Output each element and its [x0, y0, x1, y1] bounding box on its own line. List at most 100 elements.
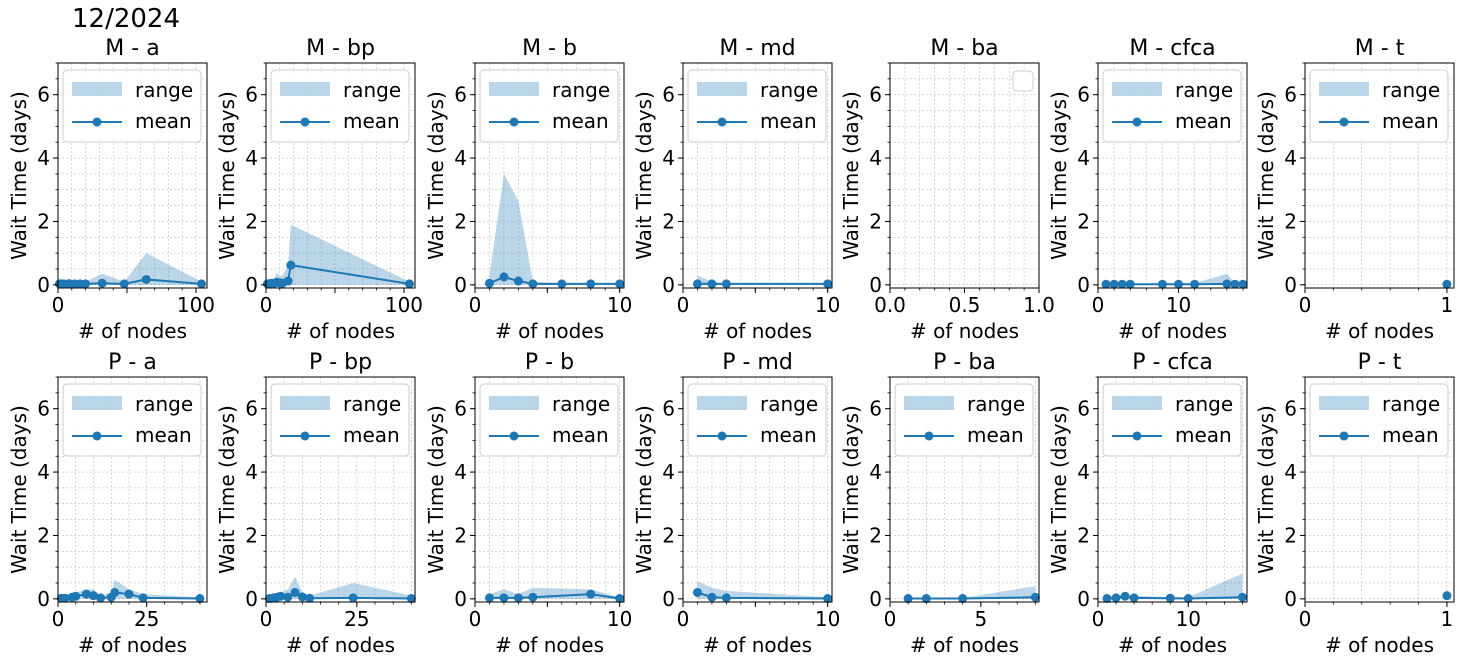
y-tick-label: 4	[37, 146, 50, 170]
subplot-3: 0 10 0 2 4 6 M - b # of nodes Wait Time (days) ra…	[424, 36, 632, 343]
x-axis-label: # of nodes	[1325, 633, 1434, 657]
mean-point	[305, 593, 315, 603]
mean-point	[528, 279, 538, 289]
range-area	[1107, 573, 1243, 599]
subplot-title: M - ba	[930, 36, 998, 61]
y-tick-label: 6	[37, 83, 50, 107]
x-tick-label: 5	[974, 607, 987, 631]
x-tick-label: 10	[815, 293, 840, 317]
axes-frame	[1097, 62, 1248, 289]
mean-point	[406, 594, 416, 604]
legend-range-label: range	[135, 392, 193, 416]
y-axis-label: Wait Time (days)	[215, 91, 239, 260]
y-axis-label: Wait Time (days)	[632, 91, 656, 260]
subplot-title: M - a	[105, 36, 159, 61]
mean-point	[721, 279, 731, 289]
axes-frame	[1304, 376, 1455, 603]
subplot-6: 0 10 0 2 4 6 M - cfca # of nodes Wait Time (days…	[1047, 36, 1248, 343]
subplot-title: P - bp	[309, 350, 372, 375]
y-tick-label: 0	[1077, 273, 1090, 297]
range-area	[267, 224, 410, 285]
mean-point	[1125, 279, 1135, 289]
legend-range-label: range	[135, 78, 193, 102]
subplot-12: 0 5 0 2 4 6 P - ba # of nodes Wait Time (days) ra…	[839, 350, 1040, 657]
subplot-14: 0 1 0 2 4 6 P - t # of nodes Wait Time (days) ran…	[1254, 350, 1455, 657]
mean-point	[195, 594, 205, 604]
range-area	[269, 576, 412, 599]
legend-mean-marker	[717, 431, 727, 441]
y-tick-label: 2	[454, 209, 467, 233]
x-axis-label: # of nodes	[910, 633, 1019, 657]
mean-point	[1442, 279, 1452, 289]
x-tick-label: 0	[1092, 293, 1105, 317]
axes-frame	[1304, 62, 1455, 289]
mean-point	[484, 593, 494, 603]
legend-mean-marker	[92, 431, 102, 441]
legend-range-label: range	[552, 78, 610, 102]
legend-mean-marker	[1339, 431, 1349, 441]
mean-point	[60, 593, 70, 603]
mean-point	[1237, 592, 1247, 602]
legend-mean-marker	[1339, 117, 1349, 127]
legend-range-swatch	[1319, 82, 1369, 96]
mean-point	[903, 594, 913, 604]
mean-point	[692, 587, 702, 597]
y-tick-label: 0	[37, 273, 50, 297]
subplot-4: 0 10 0 2 4 6 M - md # of nodes Wait Time (days) r…	[632, 36, 840, 343]
x-tick-label: 0	[469, 293, 482, 317]
legend-mean-label: mean	[1175, 109, 1232, 133]
mean-point	[1222, 279, 1232, 289]
mean-point	[1129, 593, 1139, 603]
y-tick-label: 0	[1077, 587, 1090, 611]
y-tick-label: 4	[662, 146, 675, 170]
mean-point	[110, 587, 120, 597]
axes-frame	[57, 376, 208, 603]
mean-point	[124, 589, 134, 599]
x-tick-label: 1	[1441, 607, 1454, 631]
figure-title: 12/2024	[72, 4, 181, 34]
mean-point	[286, 260, 296, 270]
y-tick-label: 6	[454, 83, 467, 107]
x-tick-label: 100	[177, 293, 215, 317]
mean-point	[1157, 279, 1167, 289]
subplot-title: M - t	[1355, 36, 1405, 61]
legend-mean-marker	[1132, 117, 1142, 127]
legend-range-label: range	[343, 78, 401, 102]
mean-point	[276, 591, 286, 601]
mean-point	[707, 592, 717, 602]
subplot-11: 0 10 0 2 4 6 P - md # of nodes Wait Time (days) r…	[632, 350, 840, 657]
legend-range-label: range	[1382, 78, 1440, 102]
range-area	[489, 173, 620, 285]
subplot-title: M - md	[719, 36, 795, 61]
y-tick-label: 0	[1284, 587, 1297, 611]
legend-mean-marker	[1132, 431, 1142, 441]
y-tick-label: 0	[245, 587, 258, 611]
y-axis-label: Wait Time (days)	[215, 405, 239, 574]
legend-mean-marker	[300, 117, 310, 127]
legend-range-label: range	[1382, 392, 1440, 416]
y-tick-label: 6	[454, 397, 467, 421]
x-tick-label: 0	[677, 293, 690, 317]
x-tick-label: 0	[677, 607, 690, 631]
y-axis-label: Wait Time (days)	[839, 91, 863, 260]
y-tick-label: 0	[662, 587, 675, 611]
y-tick-label: 6	[869, 83, 882, 107]
y-axis-label: Wait Time (days)	[1047, 91, 1071, 260]
mean-point	[81, 279, 91, 289]
y-tick-label: 4	[37, 460, 50, 484]
mean-point	[1183, 594, 1193, 604]
axes-frame	[265, 376, 416, 603]
x-tick-label: 10	[607, 293, 632, 317]
mean-point	[823, 279, 833, 289]
subplot-13: 0 10 0 2 4 6 P - cfca # of nodes Wait Time (days…	[1047, 350, 1248, 657]
subplot-title: P - cfca	[1132, 350, 1213, 375]
axes-frame	[1097, 376, 1248, 603]
mean-point	[692, 279, 702, 289]
range-area	[1106, 273, 1243, 285]
y-tick-label: 2	[37, 209, 50, 233]
mean-point	[1442, 591, 1452, 601]
y-axis-label: Wait Time (days)	[7, 91, 31, 260]
y-tick-label: 6	[662, 83, 675, 107]
legend-range-swatch	[489, 82, 539, 96]
